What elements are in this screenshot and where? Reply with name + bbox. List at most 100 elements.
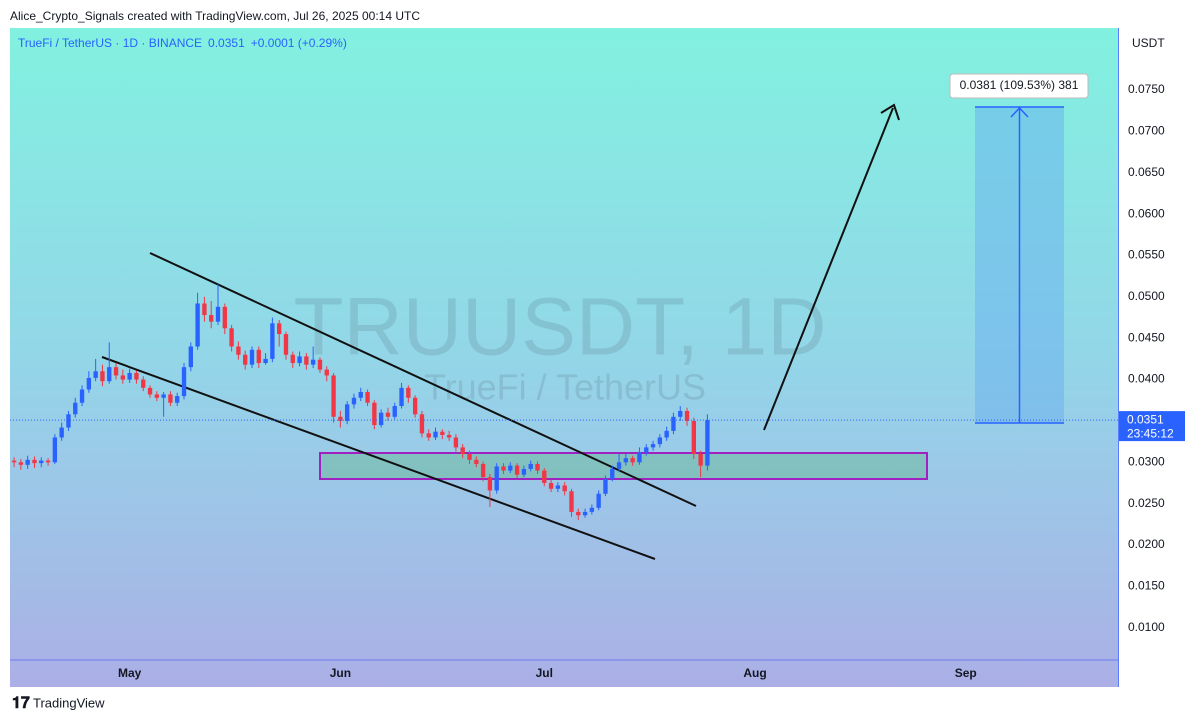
y-tick-label: 0.0450 — [1128, 330, 1165, 344]
candle-body — [650, 444, 656, 448]
candle-body — [521, 468, 527, 475]
legend-change: +0.0001 (+0.29%) — [251, 36, 347, 50]
candle-body — [290, 354, 295, 364]
candle-body — [127, 372, 132, 380]
y-tick-label: 0.0200 — [1128, 537, 1165, 551]
candle-body — [562, 485, 567, 492]
candle-body — [494, 466, 499, 491]
candle-body — [222, 306, 227, 329]
y-tick-label: 0.0300 — [1128, 454, 1165, 468]
target-arrow — [763, 107, 894, 431]
candle-body — [45, 460, 51, 463]
candle-body — [175, 396, 180, 403]
candle-body — [66, 414, 71, 428]
candle-body — [351, 397, 357, 405]
candle-body — [93, 371, 98, 378]
brand: TradingView — [33, 695, 105, 710]
candle-body — [168, 394, 173, 403]
candle-body — [236, 346, 241, 355]
candle-body — [616, 462, 622, 469]
y-tick-label: 0.0750 — [1128, 82, 1165, 96]
candle-body — [603, 478, 608, 494]
candle-body — [39, 460, 44, 464]
candle-body — [637, 452, 642, 463]
candle-body — [79, 389, 85, 403]
candle-body — [338, 416, 343, 421]
candle-body — [283, 334, 289, 355]
candle-body — [181, 367, 187, 397]
candle-body — [528, 463, 533, 469]
candle-body — [412, 397, 418, 415]
candle-body — [243, 354, 248, 365]
candle-body — [52, 437, 58, 463]
candle-body — [297, 356, 302, 364]
x-tick-label: Sep — [955, 666, 977, 680]
candle-body — [399, 387, 404, 407]
candle-body — [209, 315, 214, 322]
candle-body — [392, 406, 397, 417]
x-tick-label: Jul — [536, 666, 553, 680]
candle-body — [263, 358, 268, 364]
candle-body — [59, 427, 64, 438]
legend-price: 0.0351 — [208, 36, 245, 50]
candle-body — [548, 482, 554, 489]
candle-body — [440, 431, 445, 435]
candle-body — [555, 485, 561, 489]
candle-body — [385, 412, 391, 417]
candle-body — [623, 458, 629, 463]
watermark: TRUUSDT, 1D — [293, 282, 826, 373]
candle-body — [684, 411, 690, 421]
x-tick-label: Aug — [743, 666, 766, 680]
candle-body — [113, 367, 119, 376]
x-tick-label: Jun — [330, 666, 351, 680]
support-zone — [319, 452, 928, 480]
candle-body — [691, 420, 697, 455]
measure-arrowhead — [1010, 106, 1029, 118]
candle-body — [372, 402, 377, 426]
candle-body — [698, 454, 703, 466]
candle-body — [433, 431, 438, 438]
y-tick-label: 0.0700 — [1128, 124, 1165, 138]
candle-body — [310, 359, 316, 365]
candle-body — [657, 437, 663, 445]
candle-body — [215, 306, 221, 322]
candle-body — [406, 387, 411, 398]
candle-body — [446, 434, 452, 438]
candle-body — [678, 411, 683, 417]
last-price-box — [1119, 411, 1185, 442]
candle-body — [480, 463, 486, 478]
candle-body — [304, 356, 309, 365]
candle-body — [467, 454, 472, 460]
candle-body — [195, 303, 200, 347]
candle-body — [596, 493, 601, 508]
candle-body — [542, 470, 547, 483]
candle-body — [569, 491, 574, 512]
candle-body — [324, 369, 329, 376]
candle-body — [188, 346, 193, 368]
candle-body — [453, 437, 459, 448]
target-arrowhead — [880, 103, 900, 121]
candle-body — [249, 349, 255, 365]
candle-body — [277, 323, 282, 335]
trendline-lower — [101, 356, 656, 560]
caption: Alice_Crypto_Signals created with Tradin… — [10, 9, 420, 23]
watermark-sub: TrueFi / TetherUS — [424, 367, 706, 408]
candle-body — [671, 416, 676, 431]
last-price-label: 0.0351 — [1127, 412, 1164, 426]
candle-body — [576, 511, 581, 516]
candle-body — [344, 404, 350, 421]
x-tick-label: May — [118, 666, 142, 680]
legend-symbol: TrueFi / TetherUS · 1D · BINANCE — [18, 36, 202, 50]
tv-logo: 𝟏𝟕 — [12, 695, 30, 712]
y-tick-label: 0.0250 — [1128, 496, 1165, 510]
y-tick-label: 0.0650 — [1128, 165, 1165, 179]
candle-body — [147, 387, 153, 395]
candle-body — [630, 458, 635, 463]
candle-body — [73, 402, 78, 415]
candle-body — [705, 420, 710, 466]
countdown: 23:45:12 — [1127, 426, 1174, 440]
candle-body — [270, 323, 275, 359]
candle-body — [141, 379, 146, 388]
candle-body — [358, 391, 363, 398]
candle-body — [426, 433, 431, 438]
